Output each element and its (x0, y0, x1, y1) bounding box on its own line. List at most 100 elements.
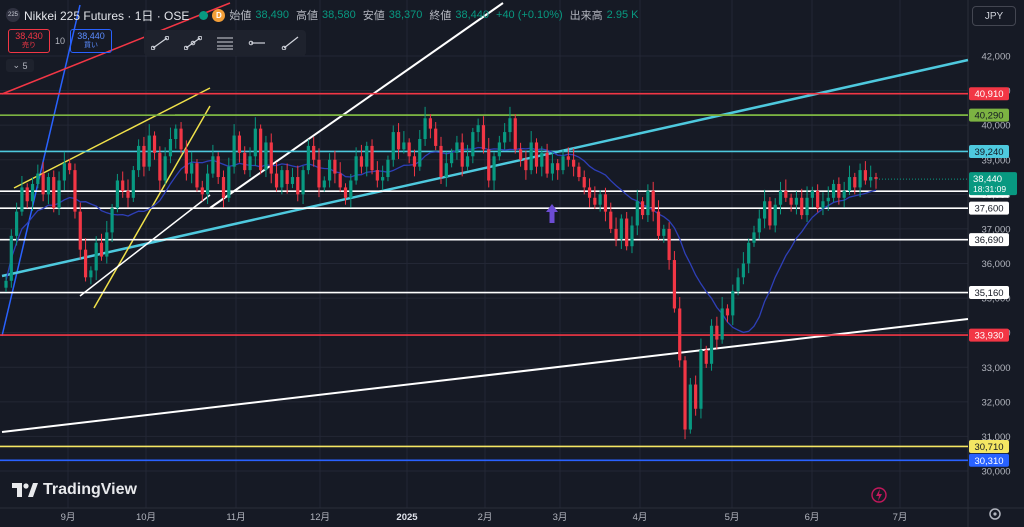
candle-body (853, 177, 857, 188)
candle-body (826, 197, 830, 202)
drawing-toolbar (144, 30, 306, 56)
ohlc-open-label: 始値 (229, 10, 252, 22)
candle-body (15, 211, 19, 236)
time-axis[interactable]: 9月 10月 11月 12月 2025 2月 3月 4月 5月 6月 7月 (61, 512, 908, 523)
candle-body (243, 152, 247, 171)
horizontal-ray-icon[interactable] (246, 34, 268, 52)
candle-body (492, 156, 496, 181)
candle-body (349, 180, 353, 198)
candle-body (105, 232, 109, 257)
candle-body (142, 145, 146, 167)
candle-body (365, 145, 369, 167)
candle-body (741, 263, 745, 278)
candle-body (789, 197, 793, 205)
candle-body (534, 142, 539, 167)
multi-point-icon[interactable] (182, 34, 204, 52)
candle-body (869, 177, 873, 181)
candle-body (630, 225, 634, 247)
candle-body (152, 135, 157, 153)
x-tick-label: 4月 (633, 512, 648, 523)
candle-body (572, 159, 576, 167)
y-tick-label: 42,000 (981, 52, 1010, 63)
gear-icon[interactable] (989, 508, 1001, 520)
candle-body (195, 163, 199, 188)
candle-body (672, 260, 677, 309)
trade-panel: 38,430 売り 10 38,440 買い (8, 29, 113, 53)
candle-body (842, 190, 846, 198)
candle-body (46, 177, 51, 195)
candle-body (503, 132, 507, 143)
ohlc-close-label: 終値 (429, 10, 452, 22)
candle-body (688, 384, 692, 430)
candle-body (52, 177, 56, 209)
white-trendline-steep[interactable] (209, 2, 504, 209)
y-tick-label: 40,000 (981, 121, 1010, 132)
level-price-label: 30,710 (974, 442, 1003, 453)
candle-body (497, 142, 501, 157)
candle-body (598, 194, 602, 205)
candle-body (322, 180, 326, 188)
candle-body (259, 128, 263, 171)
sell-button[interactable]: 38,430 売り (8, 29, 50, 53)
y-tick-label: 30,000 (981, 467, 1010, 478)
x-tick-label: 5月 (725, 512, 740, 523)
buy-button[interactable]: 38,440 買い (70, 29, 113, 53)
white-trendline-long[interactable] (1, 318, 969, 433)
price-axis[interactable]: 42,00041,00040,00039,00038,00037,00036,0… (969, 52, 1017, 478)
yellow-channel-upper[interactable] (13, 87, 211, 189)
ohlc-high-value: 38,580 (322, 9, 356, 21)
candle-body (577, 166, 581, 178)
x-tick-label: 11月 (226, 512, 245, 523)
flash-icon[interactable] (871, 487, 887, 503)
candle-body (561, 156, 565, 171)
red-channel-line[interactable] (1, 2, 231, 95)
candle-body (731, 291, 735, 316)
yellow-channel-base[interactable] (79, 194, 211, 297)
tradingview-logo[interactable]: TradingView (12, 481, 137, 499)
buy-label: 買い (84, 42, 99, 49)
current-price-label: 38,440 (973, 174, 1002, 185)
ohlc-change-value: +40 (+0.10%) (496, 9, 563, 21)
candle-body (216, 156, 220, 178)
trendline-icon[interactable] (149, 34, 171, 52)
candle-body (603, 194, 608, 212)
candle-body (773, 204, 777, 226)
y-tick-label: 39,000 (981, 155, 1010, 166)
candle-body (556, 163, 560, 171)
fib-icon[interactable] (214, 34, 236, 52)
candle-body (375, 170, 379, 181)
candle-body (391, 132, 395, 160)
y-tick-label: 35,000 (981, 294, 1010, 305)
level-price-label: 36,690 (974, 235, 1003, 246)
candle-body (529, 142, 533, 171)
ray-icon[interactable] (279, 34, 301, 52)
candle-body (168, 139, 173, 157)
candle-body (794, 197, 799, 205)
candle-body (221, 177, 226, 198)
delayed-badge: D (212, 8, 226, 22)
candle-body (736, 277, 740, 292)
candle-body (174, 128, 178, 139)
candle-body (747, 242, 751, 264)
currency-selector[interactable]: JPY (972, 6, 1016, 26)
blue-trendline[interactable] (1, 4, 81, 337)
candle-body (439, 145, 443, 178)
symbol-title[interactable]: Nikkei 225 Futures · 1日 · OSE (24, 8, 190, 23)
candle-body (200, 187, 204, 195)
candle-body (412, 156, 417, 167)
indicators-toggle[interactable]: ⌄ 5 (6, 59, 34, 72)
candle-body (147, 135, 151, 167)
candle-body (460, 142, 464, 167)
candle-body (619, 218, 623, 240)
candle-body (863, 170, 867, 181)
candle-body (614, 228, 618, 240)
volume-label: 出来高 (569, 10, 603, 22)
candle-body (99, 242, 104, 257)
candle-body (646, 190, 650, 216)
candle-body (359, 156, 364, 167)
candle-body (190, 163, 194, 174)
candle-body (550, 163, 555, 174)
x-tick-label: 2025 (396, 512, 418, 523)
candle-body (338, 173, 342, 188)
